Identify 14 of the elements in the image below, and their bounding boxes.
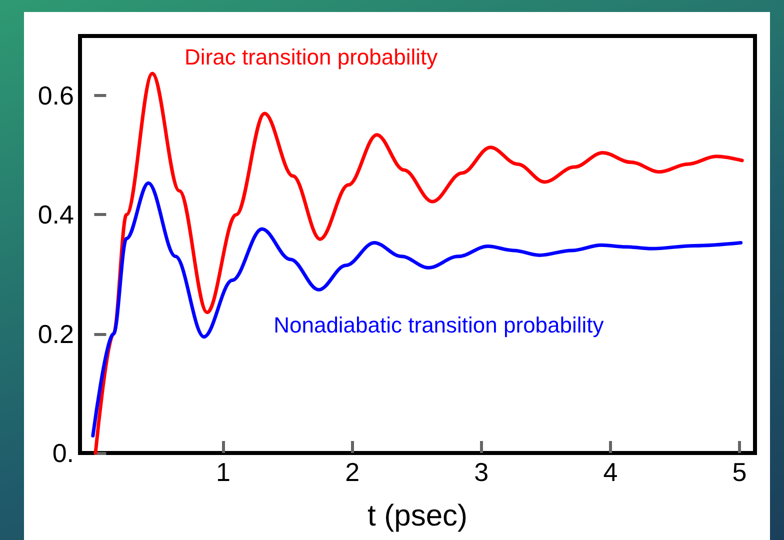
x-tick-label: 1	[216, 457, 230, 487]
line-series	[94, 72, 744, 455]
x-tick-label: 3	[474, 457, 489, 487]
x-tick-label: 4	[603, 457, 618, 487]
text: Nonadiabatic transition probability	[274, 312, 604, 338]
x-axis-title: t (psec)	[367, 500, 468, 532]
y-tick-label: 0.4	[38, 200, 74, 230]
y-tick-label: 0.6	[38, 80, 74, 111]
y-tick-label: 0.	[52, 438, 74, 468]
series-label: Dirac transition probability	[184, 44, 438, 70]
y-tick-label: 0.2	[38, 318, 74, 349]
x-tick-label: 2	[345, 457, 360, 487]
line-series	[91, 181, 743, 438]
x-tick-label: 5	[732, 457, 747, 487]
